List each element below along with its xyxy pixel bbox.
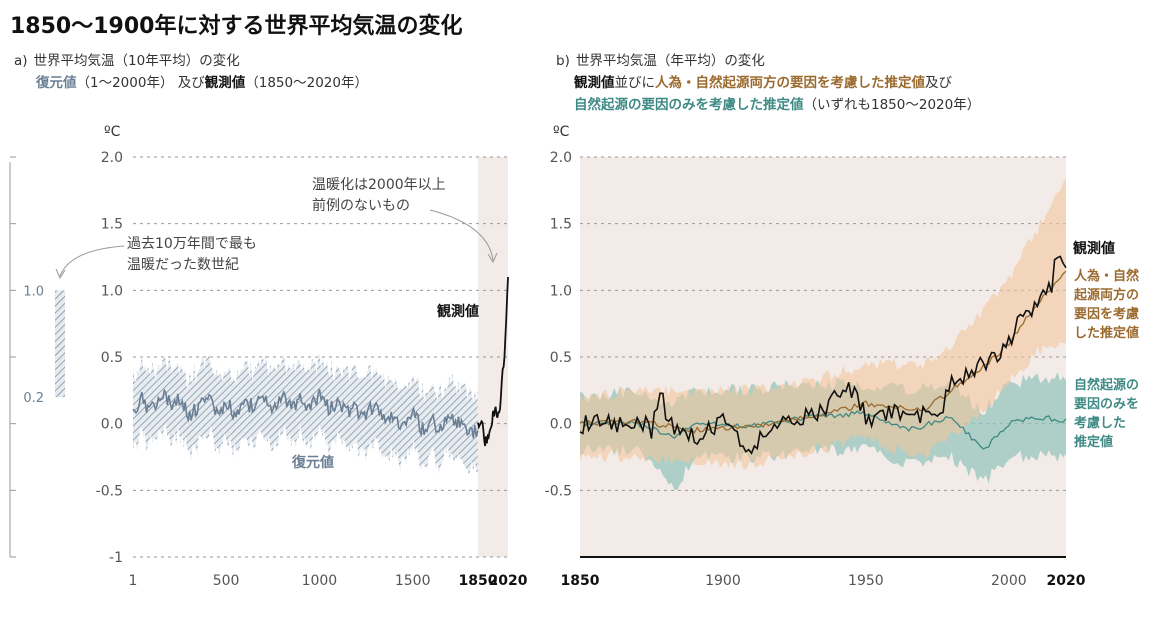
panel-b-ytick-0: 2.0: [550, 150, 572, 166]
legend-natural-line-2: 考慮した: [1074, 415, 1126, 431]
annotation-past-arrow: [59, 245, 125, 277]
panel-b-subtitle: b) 世界平均気温（年平均）の変化 観測値並びに人為・自然起源両方の要因を考慮した…: [556, 50, 980, 116]
panel-a-ytick-5: -0.5: [96, 483, 123, 499]
label-reconstructed: 復元値: [291, 454, 334, 471]
panel-a-xtick-4: 1850: [459, 573, 498, 589]
side-range-bottom: 0.2: [23, 391, 44, 406]
annotation-past-line-0: 過去10万年間で最も: [127, 236, 257, 252]
panel-a-and: 及び: [177, 75, 205, 91]
side-range-top: 1.0: [23, 284, 44, 299]
panel-b-ytick-4: 0.0: [550, 417, 572, 433]
panel-b-and: 及び: [925, 75, 952, 91]
panel-a-ytick-4: 0.0: [101, 417, 123, 433]
panel-a-ytick-0: 2.0: [101, 150, 123, 166]
panel-a-period1: （1〜2000年）: [76, 75, 174, 91]
panel-a-xtick-3: 1500: [395, 573, 431, 589]
panel-b-xtick-0: 1850: [561, 573, 600, 589]
panel-b-ylabel: ºC: [553, 124, 570, 140]
page-title: 1850〜1900年に対する世界平均気温の変化: [10, 14, 463, 39]
human-natural-line: [579, 270, 1067, 435]
panel-a-xtick-1: 500: [213, 573, 240, 589]
panel-a-tag: a): [14, 53, 28, 69]
panel-a-ytick-6: -1: [109, 550, 123, 566]
panel-b-tag: b): [556, 53, 570, 69]
panel-b-ytick-2: 1.0: [550, 283, 572, 299]
panel-a-ytick-1: 1.5: [101, 217, 123, 233]
panel-a-xtick-2: 1000: [302, 573, 338, 589]
panel-a-ytick-2: 1.0: [101, 283, 123, 299]
natural-line: [579, 410, 1067, 450]
panel-b-human-natural: 人為・自然起源両方の要因を考慮した推定値: [655, 75, 925, 91]
panel-b-xtick-2: 1950: [848, 573, 884, 589]
annotation-warming-arrowhead: [487, 252, 498, 264]
panel-b-xtick-4: 2020: [1047, 573, 1086, 589]
legend-natural-line-3: 推定値: [1074, 434, 1113, 450]
observed-line-b: [579, 255, 1067, 455]
legend-human-natural-line-0: 人為・自然: [1074, 268, 1139, 284]
panel-a-observed: 観測値: [204, 75, 246, 91]
legend-natural-line-1: 要因のみを: [1074, 397, 1139, 412]
panel-a-ylabel: ºC: [104, 124, 121, 140]
annotation-warming-line-1: 前例のないもの: [312, 197, 410, 214]
legend-human-natural-line-1: 起源両方の: [1073, 287, 1139, 303]
panel-b-line1: 世界平均気温（年平均）の変化: [575, 53, 765, 69]
side-range-bar: [55, 290, 65, 397]
panel-b-ytick-1: 1.5: [550, 217, 572, 233]
annotation-past-arrowhead: [55, 268, 66, 280]
reconstructed-band: [133, 353, 478, 476]
panel-b-ytick-3: 0.5: [550, 350, 572, 366]
panel-b-xtick-1: 1900: [705, 573, 741, 589]
panel-b-xtick-3: 2000: [991, 573, 1027, 589]
panel-a-subtitle: a) 世界平均気温（10年平均）の変化 復元値（1〜2000年） 及び観測値（18…: [14, 50, 368, 94]
panel-a-period2: （1850〜2020年）: [245, 75, 368, 91]
panel-b-ytick-5: -0.5: [545, 483, 572, 499]
legend-human-natural-line-2: 要因を考慮: [1074, 306, 1139, 322]
panel-b-together: 並びに: [614, 75, 656, 91]
annotation-warming-arrow: [429, 209, 494, 261]
panel-a-reconstructed: 復元値: [36, 75, 77, 91]
panel-b-observed: 観測値: [574, 75, 615, 91]
panel-b-natural: 自然起源の要因のみを考慮した推定値: [574, 97, 804, 113]
legend-observed: 観測値: [1073, 240, 1115, 257]
panel-a-ytick-3: 0.5: [101, 350, 123, 366]
panel-a-xtick-0: 1: [129, 573, 138, 589]
panel-a-line1: 世界平均気温（10年平均）の変化: [33, 53, 240, 69]
annotation-past-line-1: 温暖だった数世紀: [127, 257, 239, 273]
reconstructed-line: [132, 388, 479, 439]
legend-natural-line-0: 自然起源の: [1074, 377, 1139, 393]
legend-human-natural-line-3: した推定値: [1074, 325, 1139, 341]
label-observed-a: 観測値: [437, 303, 479, 320]
observed-line-a: [477, 276, 509, 447]
panel-a-xtick-5: 2020: [489, 573, 528, 589]
panel-b-period: （いずれも1850〜2020年）: [803, 97, 981, 113]
annotation-warming-line-0: 温暖化は2000年以上: [312, 177, 446, 193]
